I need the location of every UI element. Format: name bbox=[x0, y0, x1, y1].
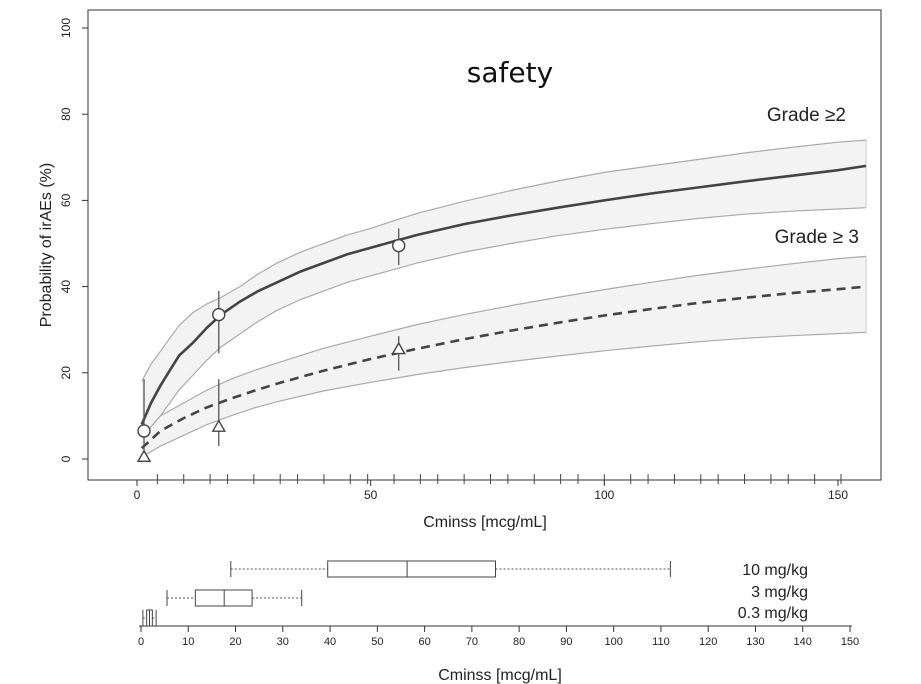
boxplot: 0 10 20 30 40 50 60 70 80 90 100 110 120 130 140 150 10… bbox=[138, 560, 859, 684]
boxplot-x-tick-label: 100 bbox=[604, 636, 622, 648]
main-plot: 0 50 100 150 0 20 40 60 80 100 safety Cminss [mc… bbox=[38, 9, 882, 531]
x-axis-label: Cminss [mcg/mL] bbox=[423, 514, 547, 531]
observed-point bbox=[136, 449, 152, 463]
boxplot-x-tick-label: 20 bbox=[229, 636, 241, 648]
box-label: 10 mg/kg bbox=[742, 562, 808, 579]
boxplot-x-tick-label: 120 bbox=[699, 636, 717, 648]
y-tick-label: 100 bbox=[59, 18, 73, 38]
boxplot-x-tick-label: 80 bbox=[513, 636, 525, 648]
y-tick-label: 80 bbox=[59, 107, 73, 121]
boxplot-x-tick-label: 130 bbox=[746, 636, 764, 648]
boxplot-x-tick-label: 30 bbox=[277, 636, 289, 648]
y-ticks: 0 20 40 60 80 100 bbox=[59, 18, 88, 462]
boxplot-x-tick-label: 110 bbox=[652, 636, 670, 648]
y-tick-label: 60 bbox=[59, 193, 73, 207]
box-0: 10 mg/kg bbox=[230, 560, 808, 579]
series-line-1 bbox=[140, 285, 867, 450]
ci-upper-1 bbox=[141, 255, 867, 438]
box-label: 3 mg/kg bbox=[751, 584, 808, 601]
x-rug bbox=[156, 474, 842, 484]
series-label-grade2: Grade ≥2 bbox=[767, 105, 846, 126]
x-tick-label: 100 bbox=[594, 488, 614, 502]
x-tick-label: 50 bbox=[364, 488, 378, 502]
x-tick-label: 150 bbox=[828, 488, 848, 502]
ci-lower-1 bbox=[141, 331, 867, 458]
series-line-0 bbox=[140, 164, 867, 426]
prediction-lines bbox=[140, 164, 867, 450]
observed-point bbox=[212, 307, 226, 322]
ci-upper-0 bbox=[141, 139, 867, 382]
observed-point bbox=[211, 419, 226, 432]
ci-bands bbox=[141, 139, 867, 458]
y-tick-label: 40 bbox=[59, 280, 73, 294]
ci-lower-0 bbox=[141, 207, 867, 443]
ci-band-1 bbox=[141, 256, 866, 457]
observed-markers bbox=[136, 228, 406, 463]
plot-frame bbox=[87, 9, 882, 481]
observed-point bbox=[137, 424, 151, 438]
box-iqr bbox=[327, 560, 496, 578]
observed-point bbox=[391, 341, 406, 355]
boxes: 10 mg/kg 3 mg/kg 0.3 mg/kg bbox=[142, 560, 808, 627]
boxplot-x-tick-label: 40 bbox=[324, 636, 336, 648]
boxplot-x-axis-label: Cminss [mcg/mL] bbox=[438, 667, 562, 684]
boxplot-x-tick-label: 90 bbox=[560, 636, 572, 648]
box-2: 0.3 mg/kg bbox=[142, 605, 808, 627]
boxplot-x-tick-label: 60 bbox=[418, 636, 430, 648]
boxplot-x-tick-label: 140 bbox=[794, 636, 812, 648]
box-1: 3 mg/kg bbox=[166, 584, 808, 607]
y-axis-label: Probability of irAEs (%) bbox=[38, 163, 55, 328]
boxplot-x-tick-label: 10 bbox=[182, 636, 194, 648]
x-tick-label: 0 bbox=[134, 488, 141, 502]
boxplot-x-ticks: 0 10 20 30 40 50 60 70 80 90 100 110 120 130 140 150 bbox=[138, 626, 859, 648]
series-label-grade3: Grade ≥ 3 bbox=[775, 227, 859, 248]
boxplot-x-tick-label: 0 bbox=[138, 636, 144, 648]
boxplot-x-tick-label: 70 bbox=[466, 636, 478, 648]
chart-title: safety bbox=[467, 56, 553, 89]
y-tick-label: 0 bbox=[59, 455, 73, 462]
box-label: 0.3 mg/kg bbox=[738, 605, 808, 622]
x-ticks: 0 50 100 150 bbox=[134, 480, 848, 502]
ci-band-0 bbox=[141, 140, 866, 442]
boxplot-x-tick-label: 50 bbox=[371, 636, 383, 648]
observed-point bbox=[392, 238, 406, 253]
boxplot-x-tick-label: 150 bbox=[841, 636, 859, 648]
y-tick-label: 20 bbox=[59, 366, 73, 380]
